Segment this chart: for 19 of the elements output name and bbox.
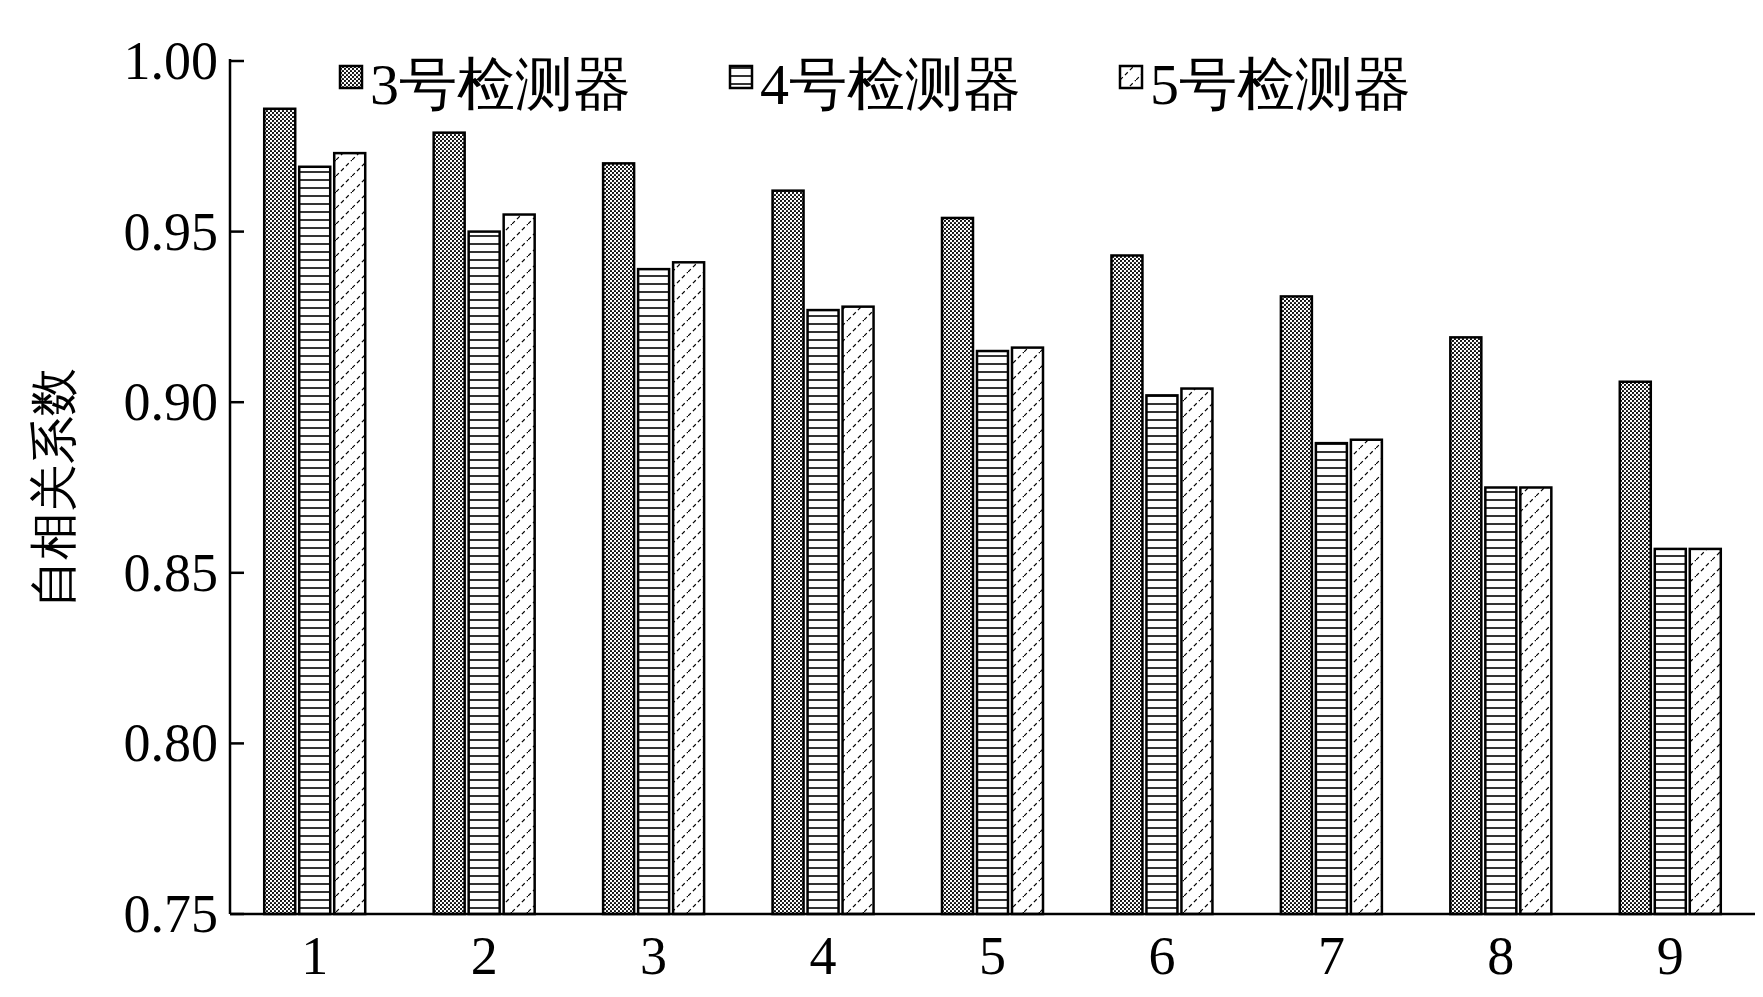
legend-label: 5号检测器 (1150, 52, 1411, 117)
x-tick-label: 4 (809, 926, 837, 986)
legend-label: 3号检测器 (370, 52, 631, 117)
x-tick-label: 8 (1487, 926, 1515, 986)
x-tick-label: 9 (1656, 926, 1684, 986)
legend-label: 4号检测器 (760, 52, 1021, 117)
x-tick-label: 2 (470, 926, 498, 986)
y-tick-label: 0.85 (123, 542, 218, 603)
y-tick-label: 0.75 (123, 884, 218, 944)
y-axis-title: 自相关系数 (27, 367, 80, 608)
x-tick-label: 6 (1148, 926, 1176, 986)
x-tick-label: 1 (301, 926, 329, 986)
y-tick-label: 1.00 (123, 31, 218, 91)
x-tick-label: 3 (640, 926, 668, 986)
x-tick-label: 7 (1317, 926, 1345, 986)
x-tick-label: 5 (979, 926, 1006, 986)
y-tick-label: 0.90 (123, 372, 218, 433)
y-tick-label: 0.95 (123, 201, 218, 262)
y-tick-label: 0.80 (123, 713, 218, 774)
